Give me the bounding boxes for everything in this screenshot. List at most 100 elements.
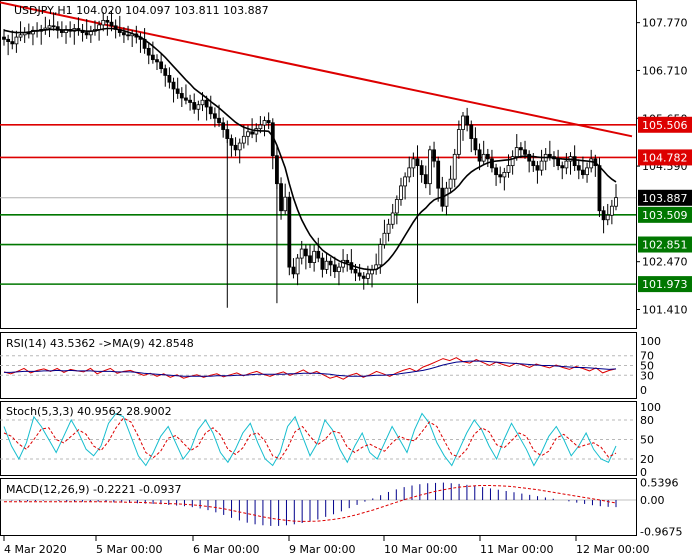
candle-body bbox=[188, 99, 192, 103]
candle-body bbox=[250, 131, 255, 135]
time-tick-label: 12 Mar 00:00 bbox=[576, 543, 649, 556]
candle-body bbox=[175, 88, 180, 94]
candle-body bbox=[237, 142, 242, 151]
candle-body bbox=[357, 272, 362, 277]
candle-body bbox=[163, 68, 168, 76]
candle-body bbox=[535, 165, 540, 171]
candle-body bbox=[312, 250, 317, 264]
price-tick-label: 102.470 bbox=[642, 256, 688, 269]
stoch-tick-label: 0 bbox=[640, 466, 647, 479]
candle-body bbox=[560, 165, 565, 169]
level-label-box bbox=[638, 206, 692, 223]
candle-body bbox=[576, 165, 581, 171]
candle-body bbox=[184, 97, 188, 101]
candle-body bbox=[299, 248, 304, 259]
candle-body bbox=[101, 19, 106, 26]
candle-body bbox=[303, 248, 308, 257]
candle-body bbox=[399, 185, 403, 200]
candle-body bbox=[490, 158, 494, 169]
candle-body bbox=[609, 205, 614, 216]
price-chart-title: USDJPY,H1 104.020 104.097 103.811 103.88… bbox=[14, 4, 269, 17]
candle-body bbox=[589, 158, 594, 169]
rsi-tick-label: 100 bbox=[640, 335, 661, 348]
level-label: 105.506 bbox=[642, 119, 688, 132]
candle-body bbox=[328, 260, 333, 266]
candle-body bbox=[155, 59, 159, 63]
candle-body bbox=[502, 171, 507, 178]
candle-body bbox=[266, 120, 271, 124]
candle-body bbox=[477, 149, 482, 162]
candle-body bbox=[10, 41, 15, 45]
candle-body bbox=[539, 160, 544, 171]
level-label-box bbox=[638, 149, 692, 166]
candle-body bbox=[105, 19, 110, 23]
candle-body bbox=[159, 61, 164, 70]
candle-body bbox=[390, 212, 395, 225]
candle-body bbox=[275, 155, 279, 185]
candle-body bbox=[556, 158, 561, 167]
candle-body bbox=[55, 26, 60, 31]
level-label-box bbox=[638, 116, 692, 133]
candle-body bbox=[527, 153, 532, 162]
candle-body bbox=[485, 153, 490, 160]
candle-body bbox=[246, 131, 250, 137]
candle-body bbox=[6, 38, 11, 42]
candle-body bbox=[518, 147, 523, 151]
candle-body bbox=[498, 174, 503, 178]
candle-body bbox=[146, 47, 151, 56]
candle-body bbox=[378, 244, 383, 266]
candle-body bbox=[308, 255, 312, 264]
candle-body bbox=[51, 25, 56, 28]
stoch-series-line bbox=[3, 412, 617, 467]
stoch-series-line bbox=[3, 417, 617, 460]
candle-body bbox=[320, 257, 325, 270]
candle-body bbox=[394, 199, 399, 214]
candle-body bbox=[419, 165, 424, 176]
macd-title: MACD(12,26,9) -0.2221 -0.0937 bbox=[6, 483, 181, 496]
candle-body bbox=[287, 196, 292, 268]
time-tick-label: 5 Mar 00:00 bbox=[96, 543, 162, 556]
candle-body bbox=[481, 153, 486, 162]
candle-body bbox=[295, 257, 300, 275]
candle-body bbox=[432, 149, 436, 162]
candle-body bbox=[547, 153, 552, 158]
macd-tick-label: -0.9675 bbox=[640, 525, 682, 538]
candle-body bbox=[171, 81, 176, 90]
last-price-box bbox=[638, 189, 692, 206]
candle-body bbox=[428, 149, 432, 185]
candle-body bbox=[605, 214, 610, 221]
candle-body bbox=[345, 259, 350, 263]
level-label: 104.782 bbox=[642, 151, 688, 164]
stoch-tick-label: 80 bbox=[640, 414, 654, 427]
moving-average-line bbox=[3, 27, 617, 271]
main-panel-border bbox=[0, 0, 637, 329]
candle-body bbox=[126, 34, 130, 37]
candle-body bbox=[523, 149, 527, 155]
stoch-panel-border bbox=[0, 401, 637, 476]
level-label: 101.973 bbox=[642, 278, 688, 291]
candle-body bbox=[564, 160, 569, 169]
macd-panel: 0.5396 0.00 -0.9675 bbox=[0, 477, 682, 538]
candle-body bbox=[122, 32, 126, 36]
macd-panel-border bbox=[0, 478, 637, 536]
candle-body bbox=[324, 260, 329, 270]
candle-body bbox=[465, 115, 470, 126]
candle-body bbox=[444, 187, 449, 207]
candle-body bbox=[241, 135, 246, 144]
candle-body bbox=[208, 106, 213, 115]
candle-body bbox=[167, 75, 172, 83]
candle-body bbox=[415, 158, 420, 167]
candle-body bbox=[14, 36, 19, 45]
candle-body bbox=[469, 124, 474, 139]
candle-body bbox=[386, 223, 391, 234]
resistance-trendline bbox=[0, 1, 633, 138]
rsi-tick-label: 30 bbox=[640, 369, 654, 382]
candle-body bbox=[461, 115, 465, 130]
rsi-title: RSI(14) 43.5362 ->MA(9) 42.8548 bbox=[6, 337, 194, 350]
candle-body bbox=[84, 32, 89, 36]
candle-body bbox=[448, 178, 453, 189]
candle-body bbox=[452, 153, 457, 180]
time-tick-label: 11 Mar 00:00 bbox=[480, 543, 553, 556]
candle-body bbox=[365, 273, 370, 279]
